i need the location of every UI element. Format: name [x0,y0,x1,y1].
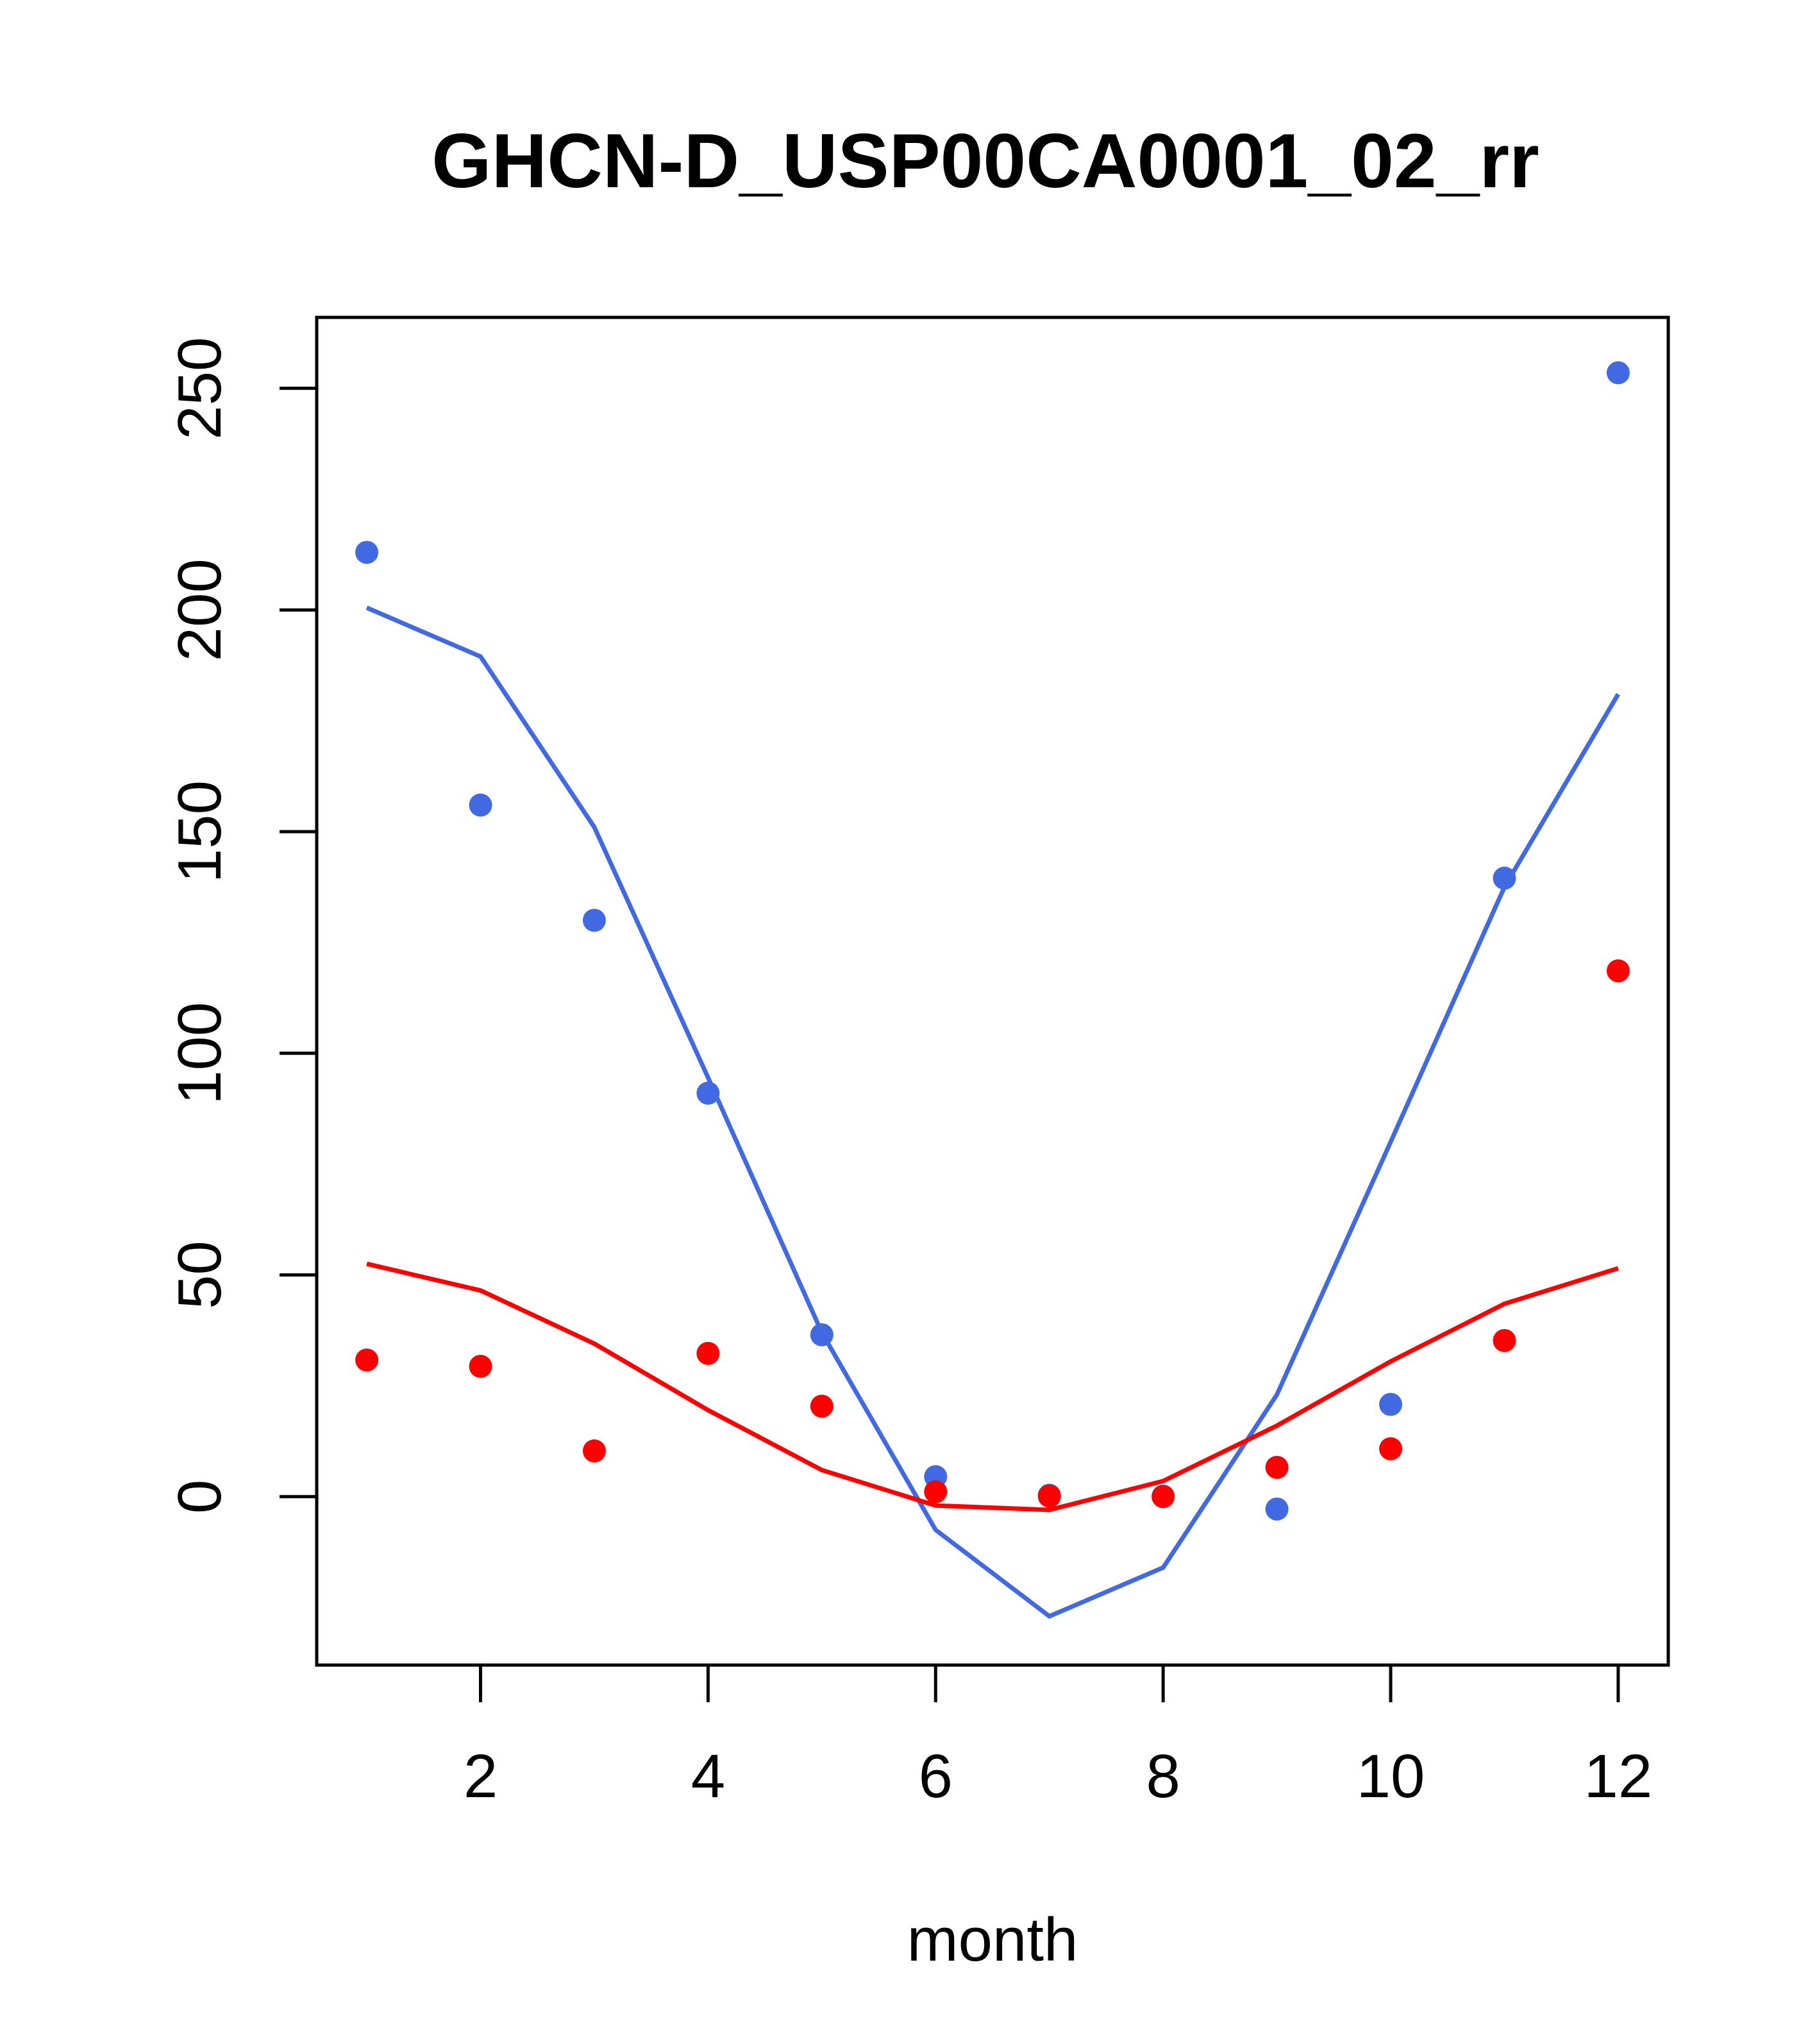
x-tick-label: 6 [919,1742,953,1811]
y-tick-label: 250 [165,337,234,440]
x-tick-label: 12 [1584,1742,1653,1811]
data-point [696,1341,720,1365]
series-line [365,605,1620,1619]
x-axis: 2 4 6 8 10 12 [464,1663,1653,1811]
data-point [582,1439,606,1463]
x-axis-label: month [907,1906,1078,1974]
y-tick-label: 100 [165,1002,234,1105]
data-point [810,1395,833,1418]
data-point [1493,866,1516,890]
series-line [366,1261,1619,1512]
y-tick-label: 0 [165,1480,234,1514]
data-point [696,1082,720,1105]
data-point [1606,959,1630,983]
data-point [582,909,606,932]
y-tick-label: 50 [165,1241,234,1309]
data-point [1037,1484,1061,1508]
x-tick-label: 8 [1146,1742,1180,1811]
x-tick-label: 2 [464,1742,498,1811]
data-point [1379,1437,1403,1461]
x-tick-label: 4 [691,1742,725,1811]
data-point [1493,1328,1516,1352]
series-layer [355,361,1630,1619]
chart-title: GHCN-D_USP00CA0001_02_rr [431,118,1539,204]
data-point [810,1323,833,1346]
x-tick-label: 10 [1357,1742,1425,1811]
data-point [355,540,379,564]
data-point [1379,1393,1403,1416]
data-point [469,1354,492,1378]
data-point [355,1348,379,1372]
data-point [1606,361,1630,385]
data-point [1265,1455,1289,1479]
y-tick-label: 150 [165,780,234,883]
data-point [924,1480,948,1504]
data-point [469,793,492,817]
y-tick-label: 200 [165,558,234,661]
y-axis: 0 50 100 150 200 250 [165,337,319,1514]
data-point [1151,1485,1175,1509]
plot-area-frame [315,315,1670,1667]
data-point [1265,1497,1289,1521]
